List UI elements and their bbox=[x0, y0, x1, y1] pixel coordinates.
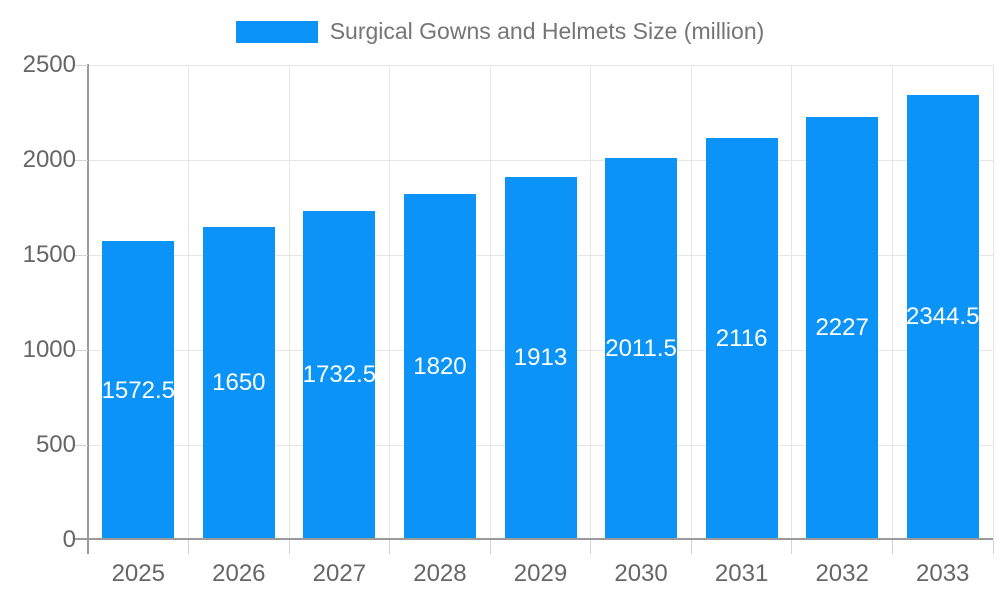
x-tick-label: 2025 bbox=[111, 560, 165, 587]
x-tick-label: 2030 bbox=[614, 560, 668, 587]
x-tick-mark bbox=[288, 540, 290, 554]
v-gridline bbox=[590, 65, 592, 540]
x-tick-mark bbox=[188, 540, 190, 554]
x-tick-mark bbox=[590, 540, 592, 554]
x-tick-label: 2029 bbox=[513, 560, 568, 587]
bar[interactable]: 1820 bbox=[403, 194, 476, 540]
v-gridline bbox=[389, 65, 391, 540]
y-tick-mark bbox=[74, 254, 88, 256]
y-tick-mark bbox=[74, 349, 88, 351]
bar-value-label: 1820 bbox=[413, 353, 467, 381]
legend-color-swatch bbox=[235, 20, 318, 43]
x-tick-label: 2027 bbox=[312, 560, 367, 587]
v-gridline bbox=[489, 65, 491, 540]
legend-label: Surgical Gowns and Helmets Size (million… bbox=[329, 18, 765, 44]
v-gridline bbox=[188, 65, 190, 540]
v-gridline bbox=[288, 65, 290, 540]
bar[interactable]: 1913 bbox=[504, 176, 577, 540]
y-tick-label: 1500 bbox=[22, 241, 76, 268]
x-axis-line bbox=[74, 538, 993, 540]
bar-value-label: 1650 bbox=[212, 369, 266, 397]
y-tick-label: 0 bbox=[62, 526, 76, 553]
x-tick-label: 2026 bbox=[212, 560, 266, 587]
y-tick-label: 500 bbox=[35, 431, 76, 458]
x-tick-mark bbox=[891, 540, 893, 554]
y-tick-label: 2000 bbox=[22, 146, 76, 173]
bar-value-label: 1572.5 bbox=[101, 376, 175, 404]
x-tick-label: 2032 bbox=[815, 560, 869, 587]
x-tick-mark bbox=[791, 540, 793, 554]
bar-value-label: 2116 bbox=[715, 324, 768, 352]
x-tick-label: 2033 bbox=[916, 560, 970, 587]
h-gridline bbox=[88, 159, 993, 161]
bar[interactable]: 2011.5 bbox=[605, 157, 678, 540]
bar-value-label: 2227 bbox=[815, 314, 869, 342]
y-axis-line bbox=[87, 64, 89, 554]
x-tick-label: 2031 bbox=[714, 560, 769, 587]
plot-area: 1572.5 1650 1732.5 1820 1913 2011.5 2116 2227 23… bbox=[88, 64, 994, 540]
x-tick-label: 2028 bbox=[413, 560, 467, 587]
y-tick-label: 1000 bbox=[22, 336, 76, 363]
v-gridline bbox=[992, 65, 994, 540]
y-tick-mark bbox=[74, 444, 88, 446]
y-tick-label: 2500 bbox=[22, 51, 76, 78]
legend-item[interactable]: Surgical Gowns and Helmets Size (million… bbox=[235, 18, 765, 45]
x-tick-mark bbox=[489, 540, 491, 554]
h-gridline bbox=[88, 64, 993, 66]
bar[interactable]: 1650 bbox=[202, 226, 275, 540]
bar[interactable]: 2116 bbox=[705, 137, 778, 540]
bar-value-label: 1732.5 bbox=[302, 361, 377, 389]
bar-value-label: 1913 bbox=[513, 344, 568, 372]
bar-value-label: 2344.5 bbox=[906, 303, 980, 331]
bar[interactable]: 2344.5 bbox=[906, 94, 980, 540]
y-tick-mark bbox=[74, 64, 88, 66]
v-gridline bbox=[791, 65, 793, 540]
x-tick-mark bbox=[389, 540, 391, 554]
legend: Surgical Gowns and Helmets Size (million… bbox=[0, 18, 1000, 45]
bar[interactable]: 2227 bbox=[806, 116, 879, 540]
bar[interactable]: 1572.5 bbox=[101, 241, 175, 540]
v-gridline bbox=[891, 65, 893, 540]
bar-value-label: 2011.5 bbox=[605, 334, 677, 362]
bar[interactable]: 1732.5 bbox=[302, 210, 377, 540]
x-tick-mark bbox=[690, 540, 692, 554]
y-tick-mark bbox=[74, 159, 88, 161]
v-gridline bbox=[690, 65, 692, 540]
x-tick-mark bbox=[992, 540, 994, 554]
